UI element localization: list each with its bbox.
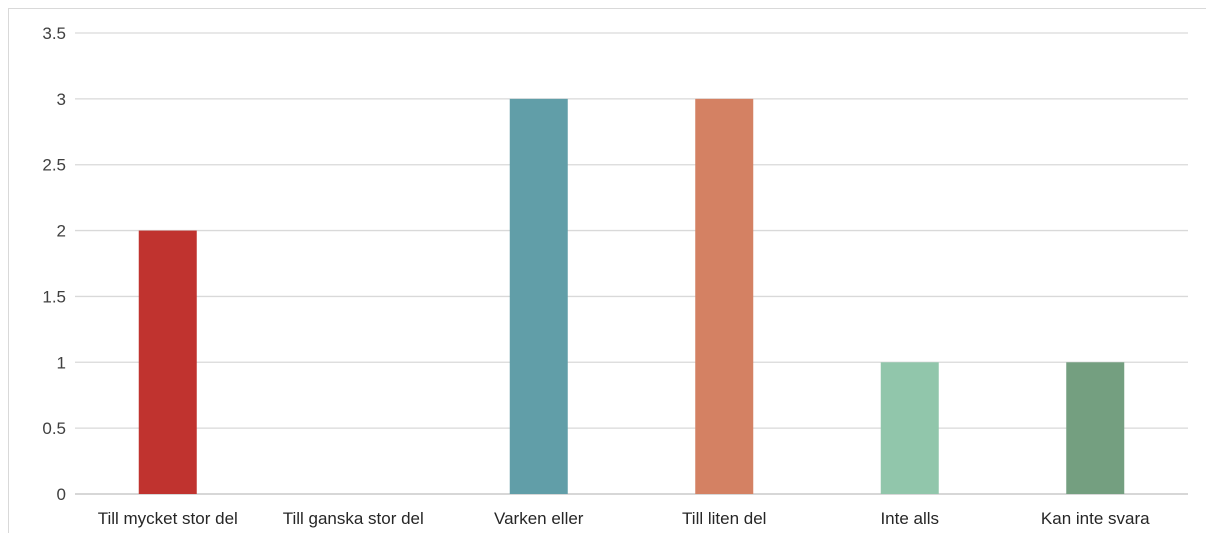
x-category-label: Till liten del [682,509,766,528]
y-tick-label: 0 [57,485,66,504]
x-category-label: Till ganska stor del [283,509,424,528]
bars [138,98,1125,495]
gridlines [75,32,1188,495]
y-tick-label: 1.5 [42,287,66,306]
x-category-label: Inte alls [880,509,939,528]
bar [880,362,939,494]
bar [138,230,197,495]
y-tick-label: 0.5 [42,419,66,438]
y-tick-label: 2.5 [42,156,66,175]
x-axis-category-labels: Till mycket stor del Till ganska stor del… [98,509,1150,528]
x-category-label: Kan inte svara [1041,509,1150,528]
y-tick-label: 2 [57,222,66,241]
y-tick-label: 3.5 [42,24,66,43]
y-axis-tick-labels: 0 0.5 1 1.5 2 2.5 3 3.5 [42,24,66,504]
x-category-label: Till mycket stor del [98,509,238,528]
bar [1066,362,1125,494]
x-category-label: Varken eller [494,509,584,528]
bar [695,98,754,494]
bar [509,98,568,494]
chart-frame [8,8,1206,533]
y-tick-label: 3 [57,90,66,109]
y-tick-label: 1 [57,353,66,372]
